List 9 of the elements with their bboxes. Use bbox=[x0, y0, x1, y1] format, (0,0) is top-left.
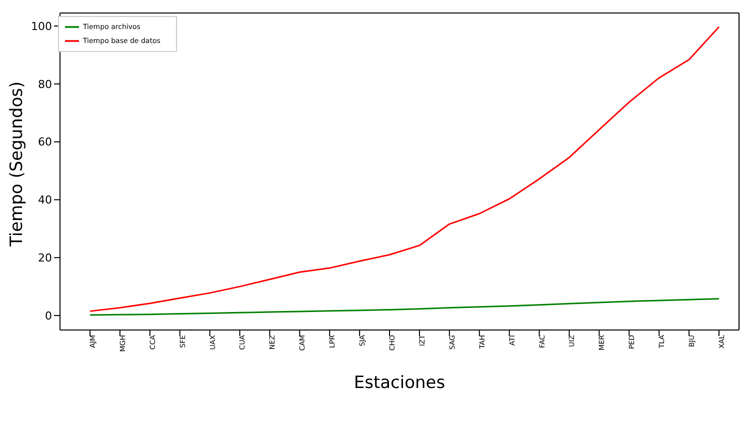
y-tick-label: 100 bbox=[31, 20, 52, 33]
line-series bbox=[89, 298, 720, 316]
y-tick-label: 80 bbox=[38, 78, 52, 91]
y-tick-label: 20 bbox=[38, 252, 52, 265]
y-tick-label: 0 bbox=[45, 309, 52, 322]
y-tick-label: 60 bbox=[38, 136, 52, 149]
y-axis-title: Tiempo (Segundos) bbox=[7, 81, 28, 248]
x-axis-title: Estaciones bbox=[354, 373, 446, 393]
y-tick-label: 40 bbox=[38, 194, 52, 207]
